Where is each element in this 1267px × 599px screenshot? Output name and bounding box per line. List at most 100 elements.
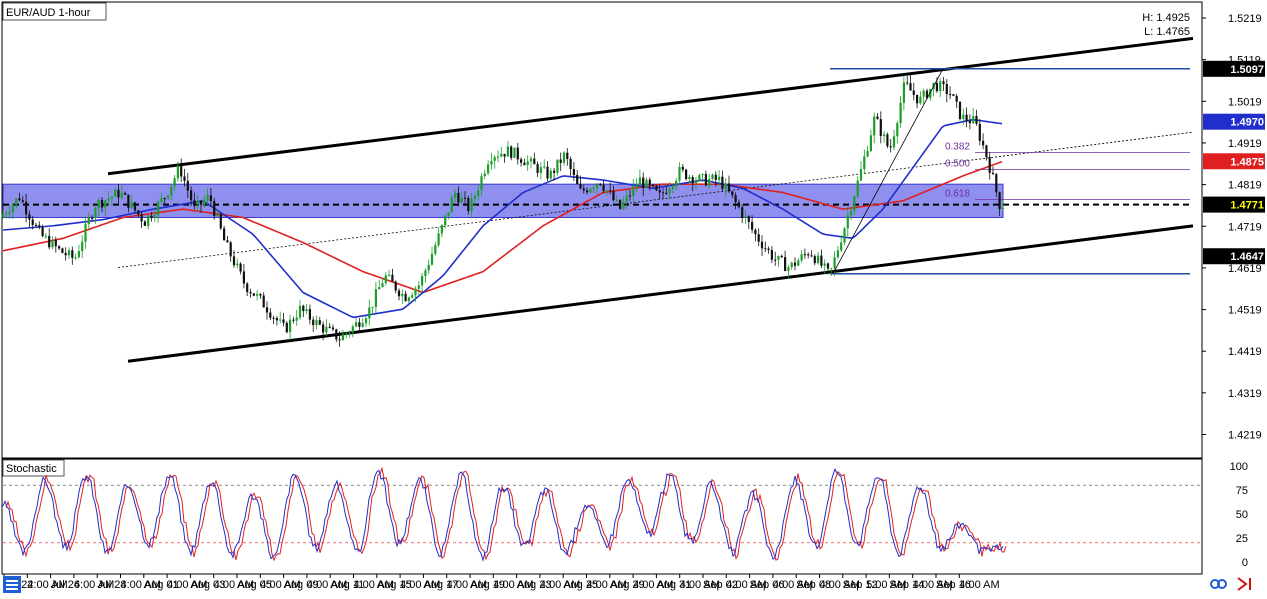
candle-body	[94, 208, 97, 218]
candle-body	[394, 281, 397, 291]
candle-body	[774, 259, 777, 261]
candle-body	[625, 195, 628, 203]
time-tick-label: 4:00 AM	[74, 579, 114, 591]
candle-body	[166, 195, 170, 199]
candle-body	[688, 177, 691, 180]
candle-body	[124, 192, 127, 195]
candle-body	[592, 187, 595, 190]
candle-body	[609, 190, 612, 192]
candle-body	[91, 217, 94, 219]
candle-body	[536, 164, 539, 173]
candle-body	[414, 288, 417, 296]
candle-body	[285, 322, 288, 333]
link-icon[interactable]	[1210, 579, 1227, 589]
candle-body	[747, 216, 750, 222]
candle-body	[133, 202, 137, 211]
candle-body	[355, 322, 358, 327]
candle-body	[770, 250, 773, 260]
candle-body	[503, 153, 506, 157]
time-tick-label: 4:00 AM	[913, 579, 953, 591]
candle-body	[117, 189, 120, 198]
stochastic-tick-label: 0	[1242, 557, 1248, 569]
candle-body	[381, 283, 384, 288]
candle-body	[143, 221, 146, 226]
candle-body	[902, 82, 905, 103]
time-tick-label: Aug 03	[190, 579, 225, 591]
time-tick-label: Aug 19	[470, 579, 505, 591]
candle-body	[15, 198, 18, 205]
candle-body	[539, 167, 542, 173]
time-tick-label: Aug 31	[656, 579, 691, 591]
candle-body	[397, 290, 401, 297]
candle-body	[958, 101, 962, 119]
channel-lines	[107, 36, 1194, 363]
time-tick-label: 4:00 AM	[820, 579, 860, 591]
candles	[1, 74, 1004, 347]
candle-body	[817, 255, 820, 264]
candle-body	[638, 177, 641, 186]
candle-body	[351, 326, 354, 333]
candle-body	[454, 192, 457, 198]
time-tick-label: 4:00 AM	[633, 579, 673, 591]
candle-body	[586, 190, 589, 193]
low-label: L: 1.4765	[1144, 26, 1190, 38]
ma-blue-tag: 1.4970	[1230, 117, 1264, 129]
candle-body	[553, 170, 556, 173]
candle-body	[863, 156, 866, 170]
candle-body	[371, 306, 374, 308]
candle-body	[374, 289, 377, 307]
time-tick-label: 4:00 AM	[587, 579, 627, 591]
candle-body	[896, 123, 899, 137]
candle-body	[622, 202, 625, 209]
candle-body	[619, 199, 622, 209]
candle-body	[361, 323, 364, 327]
candle-body	[843, 228, 846, 243]
ma-red-tag: 1.4875	[1230, 156, 1264, 168]
candle-body	[995, 174, 998, 193]
candle-body	[242, 271, 245, 284]
candle-body	[183, 176, 186, 181]
time-tick-label: Sep 14	[889, 579, 924, 591]
candle-body	[612, 191, 615, 201]
candle-body	[447, 212, 450, 216]
candle-body	[282, 319, 285, 323]
candle-body	[694, 180, 698, 184]
candle-body	[305, 309, 308, 312]
time-tick-label: 4:00 AM	[959, 579, 999, 591]
candle-body	[526, 161, 529, 166]
candle-body	[450, 197, 453, 213]
candle-body	[764, 248, 767, 250]
candle-body	[236, 263, 239, 266]
candle-body	[130, 202, 133, 208]
candle-body	[265, 307, 269, 313]
support-tag: 1.4647	[1230, 251, 1264, 263]
price-tick-label: 1.4219	[1228, 430, 1262, 442]
candle-body	[490, 160, 493, 165]
fibonacci-levels: 0.382 0.500 0.618	[945, 142, 1190, 200]
candle-body	[840, 242, 843, 251]
candle-body	[48, 235, 51, 248]
candle-body	[731, 191, 734, 196]
stochastic-k-line	[2, 468, 1004, 562]
candle-body	[331, 327, 335, 330]
time-tick-label: Aug 29	[610, 579, 645, 591]
candle-body	[153, 215, 156, 219]
candle-body	[38, 225, 41, 228]
candle-body	[275, 318, 278, 321]
candle-body	[444, 215, 447, 226]
candle-body	[737, 202, 740, 208]
candle-body	[916, 94, 919, 104]
candle-body	[430, 253, 434, 265]
candle-body	[727, 183, 731, 192]
candle-body	[589, 189, 592, 193]
candle-body	[546, 166, 549, 179]
candle-body	[968, 120, 971, 124]
candle-body	[681, 166, 684, 170]
arrow-icon[interactable]	[1237, 577, 1251, 591]
time-tick-label: 4:00 AM	[260, 579, 300, 591]
candle-body	[549, 170, 552, 179]
menu-icon[interactable]	[3, 576, 21, 593]
candle-body	[147, 215, 150, 226]
candle-body	[529, 158, 533, 162]
candle-body	[219, 214, 222, 229]
